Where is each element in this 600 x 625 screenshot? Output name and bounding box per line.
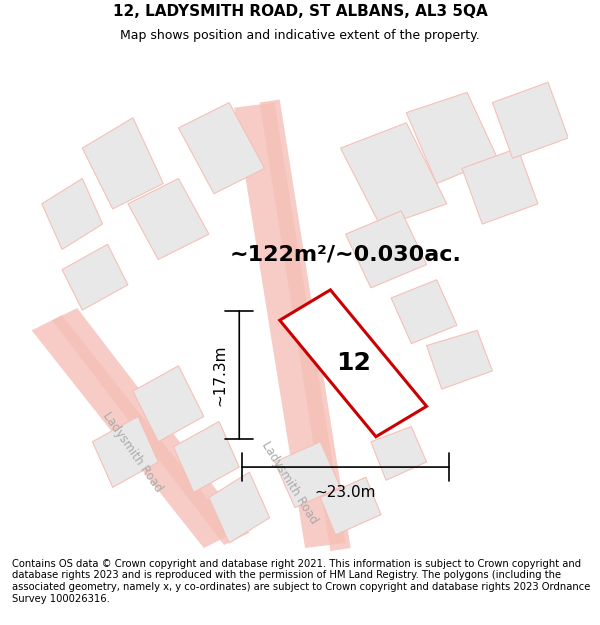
Text: Ladysmith Road: Ladysmith Road bbox=[259, 439, 320, 526]
Polygon shape bbox=[52, 308, 250, 545]
Polygon shape bbox=[173, 421, 239, 492]
Text: ~122m²/~0.030ac.: ~122m²/~0.030ac. bbox=[230, 244, 461, 264]
Polygon shape bbox=[234, 102, 346, 548]
Polygon shape bbox=[371, 426, 427, 480]
Polygon shape bbox=[346, 211, 427, 288]
Polygon shape bbox=[427, 331, 493, 389]
Text: ~23.0m: ~23.0m bbox=[315, 485, 376, 500]
Text: Ladysmith Road: Ladysmith Road bbox=[100, 409, 166, 494]
Text: 12, LADYSMITH ROAD, ST ALBANS, AL3 5QA: 12, LADYSMITH ROAD, ST ALBANS, AL3 5QA bbox=[113, 4, 487, 19]
Polygon shape bbox=[62, 244, 128, 310]
Polygon shape bbox=[209, 472, 269, 543]
Polygon shape bbox=[280, 290, 427, 437]
Polygon shape bbox=[178, 102, 265, 194]
Polygon shape bbox=[275, 442, 340, 508]
Polygon shape bbox=[82, 118, 163, 209]
Polygon shape bbox=[340, 122, 447, 227]
Polygon shape bbox=[391, 280, 457, 344]
Polygon shape bbox=[32, 315, 234, 548]
Polygon shape bbox=[92, 416, 158, 488]
Polygon shape bbox=[42, 179, 103, 249]
Polygon shape bbox=[406, 92, 497, 184]
Polygon shape bbox=[462, 148, 538, 224]
Text: 12: 12 bbox=[336, 351, 371, 375]
Text: ~17.3m: ~17.3m bbox=[212, 344, 227, 406]
Text: Map shows position and indicative extent of the property.: Map shows position and indicative extent… bbox=[120, 29, 480, 42]
Text: Contains OS data © Crown copyright and database right 2021. This information is : Contains OS data © Crown copyright and d… bbox=[12, 559, 590, 604]
Polygon shape bbox=[259, 99, 350, 551]
Polygon shape bbox=[320, 478, 381, 535]
Polygon shape bbox=[493, 82, 568, 158]
Polygon shape bbox=[133, 366, 204, 442]
Polygon shape bbox=[128, 179, 209, 259]
